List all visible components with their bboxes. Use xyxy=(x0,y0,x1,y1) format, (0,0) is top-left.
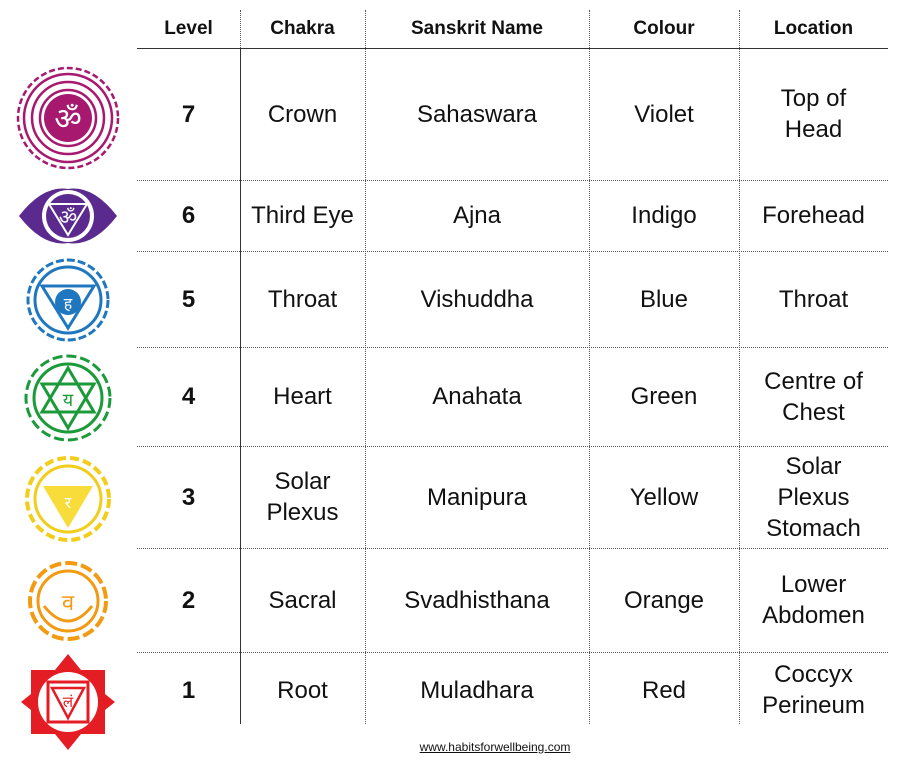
chakra-cell: Sacral xyxy=(268,586,337,614)
location-cell: Coccyx Perineum xyxy=(762,661,865,719)
level-column-divider xyxy=(240,48,241,724)
chakra-cell: Crown xyxy=(267,100,338,128)
header-tick xyxy=(240,10,241,48)
solar-plexus-chakra-icon: र xyxy=(23,454,113,544)
svg-text:व: व xyxy=(62,591,75,616)
column-divider xyxy=(739,10,740,724)
chakra-cell: Heart xyxy=(273,383,332,410)
location-cell: Solar Plexus Stomach xyxy=(766,452,861,542)
location-cell: Lower Abdomen xyxy=(762,571,865,629)
third-eye-chakra-icon: ॐ xyxy=(15,183,121,249)
row-divider xyxy=(137,652,888,653)
level-cell: 6 xyxy=(181,202,196,229)
svg-text:ॐ: ॐ xyxy=(54,102,81,137)
colour-cell: Green xyxy=(630,383,698,410)
chakra-cell: Root xyxy=(277,676,328,704)
svg-text:य: य xyxy=(63,390,74,411)
sanskrit-cell: Sahaswara xyxy=(416,100,538,128)
location-cell: Forehead xyxy=(762,202,865,229)
location-cell: Centre of Chest xyxy=(764,367,863,426)
location-cell: Throat xyxy=(778,285,849,313)
header-sanskrit-name: Sanskrit Name xyxy=(410,18,543,39)
sanskrit-cell: Vishuddha xyxy=(420,285,534,313)
colour-cell: Violet xyxy=(634,100,694,128)
level-cell: 5 xyxy=(181,285,196,313)
svg-text:ह: ह xyxy=(64,294,73,313)
chakra-cell: Third Eye xyxy=(251,202,354,229)
level-cell: 4 xyxy=(181,383,196,410)
row-divider xyxy=(137,446,888,447)
level-cell: 1 xyxy=(181,676,196,704)
location-cell: Top of Head xyxy=(780,85,847,143)
colour-cell: Yellow xyxy=(629,483,699,511)
header-level: Level xyxy=(164,18,213,39)
row-divider xyxy=(137,347,888,348)
heart-chakra-icon: य xyxy=(22,352,114,444)
row-divider xyxy=(137,180,888,181)
sanskrit-cell: Manipura xyxy=(426,483,528,511)
svg-text:र: र xyxy=(65,493,72,512)
sanskrit-cell: Ajna xyxy=(452,202,502,229)
header-divider xyxy=(137,48,888,49)
colour-cell: Indigo xyxy=(631,202,697,229)
header-location: Location xyxy=(773,18,854,39)
row-divider xyxy=(137,548,888,549)
throat-chakra-icon: ह xyxy=(24,256,112,344)
crown-chakra-icon: ॐ xyxy=(13,63,123,173)
level-cell: 7 xyxy=(181,100,196,128)
sanskrit-cell: Muladhara xyxy=(420,676,534,704)
header-chakra: Chakra xyxy=(270,18,335,39)
root-chakra-icon: लं xyxy=(19,652,117,752)
header-colour: Colour xyxy=(633,18,695,39)
footer-website-link[interactable]: www.habitsforwellbeing.com xyxy=(419,740,571,754)
svg-text:ॐ: ॐ xyxy=(59,205,77,229)
column-divider xyxy=(589,10,590,724)
row-divider xyxy=(137,251,888,252)
level-cell: 2 xyxy=(181,586,196,614)
colour-cell: Red xyxy=(641,676,687,704)
sanskrit-cell: Svadhisthana xyxy=(404,586,550,614)
colour-cell: Orange xyxy=(623,586,705,614)
chakra-cell: Throat xyxy=(267,285,338,313)
level-cell: 3 xyxy=(181,483,196,511)
column-divider xyxy=(365,10,366,724)
sanskrit-cell: Anahata xyxy=(432,383,522,410)
chakra-cell: Solar Plexus xyxy=(266,468,339,526)
sacral-chakra-icon: व xyxy=(26,556,110,646)
colour-cell: Blue xyxy=(639,285,689,313)
svg-text:लं: लं xyxy=(63,693,74,711)
